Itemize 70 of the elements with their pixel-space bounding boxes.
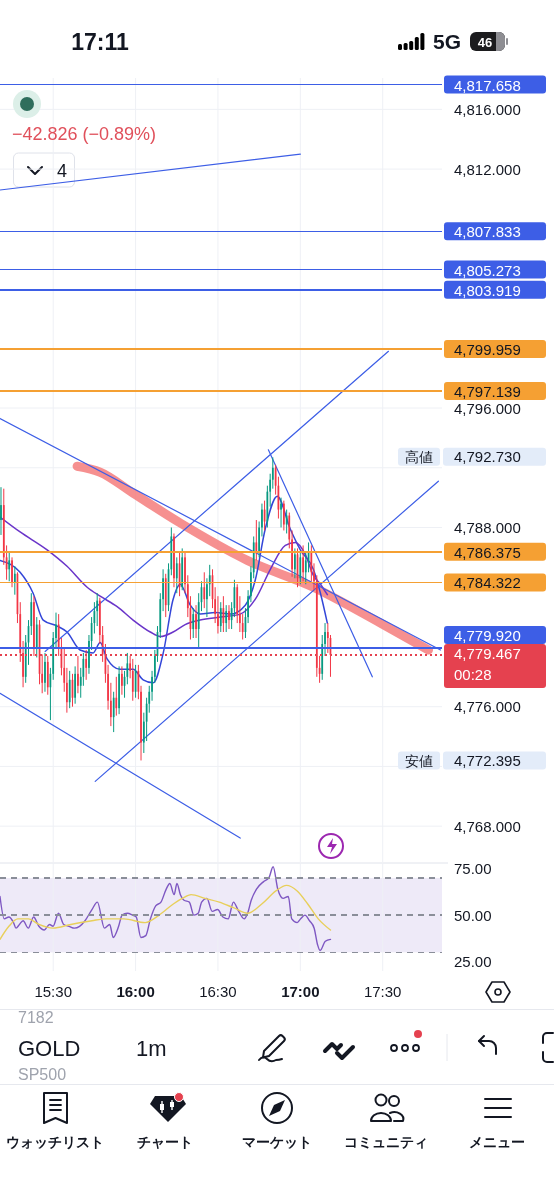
text: 5G <box>432 30 462 53</box>
candlestick <box>33 595 35 657</box>
candlestick <box>280 497 282 528</box>
y-tick-label: 4,816.000 <box>454 100 521 118</box>
candlestick <box>85 649 88 681</box>
y-tick-label: 50.00 <box>454 906 492 924</box>
candlestick <box>74 665 76 705</box>
ref-line-label: 4,799.959 <box>454 340 521 358</box>
annotation: 4 <box>57 161 68 181</box>
text: マーケット <box>242 1134 312 1150</box>
x-tick-label: 16:30 <box>199 983 237 1000</box>
y-tick-label: 75.00 <box>454 860 492 878</box>
ref-line-label: 4,797.139 <box>454 383 521 401</box>
candlestick <box>195 604 197 639</box>
y-tick-label: 25.00 <box>454 953 492 971</box>
candlestick <box>302 544 304 582</box>
text: 4,792.730 <box>454 448 521 466</box>
candlestick <box>44 652 46 693</box>
ref-line-label: 4,779.467 <box>454 644 521 662</box>
x-tick-label: 15:30 <box>34 983 72 1000</box>
y-tick-label: 4,796.000 <box>454 399 521 417</box>
text: コミュニティ <box>344 1134 428 1150</box>
ref-line-label: 4,784.322 <box>454 574 521 592</box>
candlestick <box>13 565 16 596</box>
candlestick <box>173 532 175 588</box>
candlestick <box>118 665 120 715</box>
candlestick <box>68 670 71 709</box>
ref-line-label: 4,805.273 <box>454 261 521 279</box>
y-tick-label: 4,812.000 <box>454 160 521 178</box>
text: チャート <box>137 1134 193 1150</box>
y-tick-label: 4,768.000 <box>454 817 521 835</box>
text: メニュー <box>469 1134 525 1150</box>
x-tick-label: 16:00 <box>116 983 155 1000</box>
x-tick-label: 17:30 <box>363 983 402 1000</box>
y-tick-label: 4,788.000 <box>454 518 521 536</box>
annotation: 高値 <box>405 448 433 465</box>
text: 4,772.395 <box>454 752 521 770</box>
candlestick <box>121 665 123 696</box>
text: 1m <box>136 1036 167 1061</box>
text: 46 <box>477 34 493 50</box>
candlestick <box>131 658 134 702</box>
candlestick <box>225 604 228 633</box>
ref-line-label: 4,779.920 <box>454 626 521 644</box>
text: 17:11 <box>71 29 129 55</box>
candlestick <box>192 607 195 639</box>
candlestick <box>35 616 38 658</box>
text: SP500 <box>18 1066 67 1083</box>
candlestick <box>175 556 178 594</box>
annotation: 安値 <box>405 752 433 769</box>
candlestick <box>11 556 13 588</box>
ref-line-label: 4,817.658 <box>454 76 521 94</box>
candlestick <box>77 655 79 694</box>
text: 7182 <box>18 1009 54 1026</box>
candlestick <box>285 509 288 534</box>
candlestick <box>282 500 285 531</box>
text: ウォッチリスト <box>6 1134 104 1150</box>
ref-line-label: 4,807.833 <box>454 223 521 241</box>
annotation: −42.826 (−0.89%) <box>12 124 157 144</box>
candlestick <box>294 547 296 579</box>
candlestick <box>115 676 118 717</box>
ref-line-label: 4,803.919 <box>454 281 521 299</box>
ref-line-label: 4,786.375 <box>454 543 521 561</box>
candlestick <box>228 604 230 630</box>
y-tick-label: 4,776.000 <box>454 698 521 716</box>
x-tick-label: 17:00 <box>281 983 320 1000</box>
text: GOLD <box>18 1036 81 1061</box>
line-series <box>0 866 332 952</box>
candlestick <box>0 486 2 536</box>
text: 00:28 <box>454 666 492 684</box>
line-series <box>0 884 332 941</box>
